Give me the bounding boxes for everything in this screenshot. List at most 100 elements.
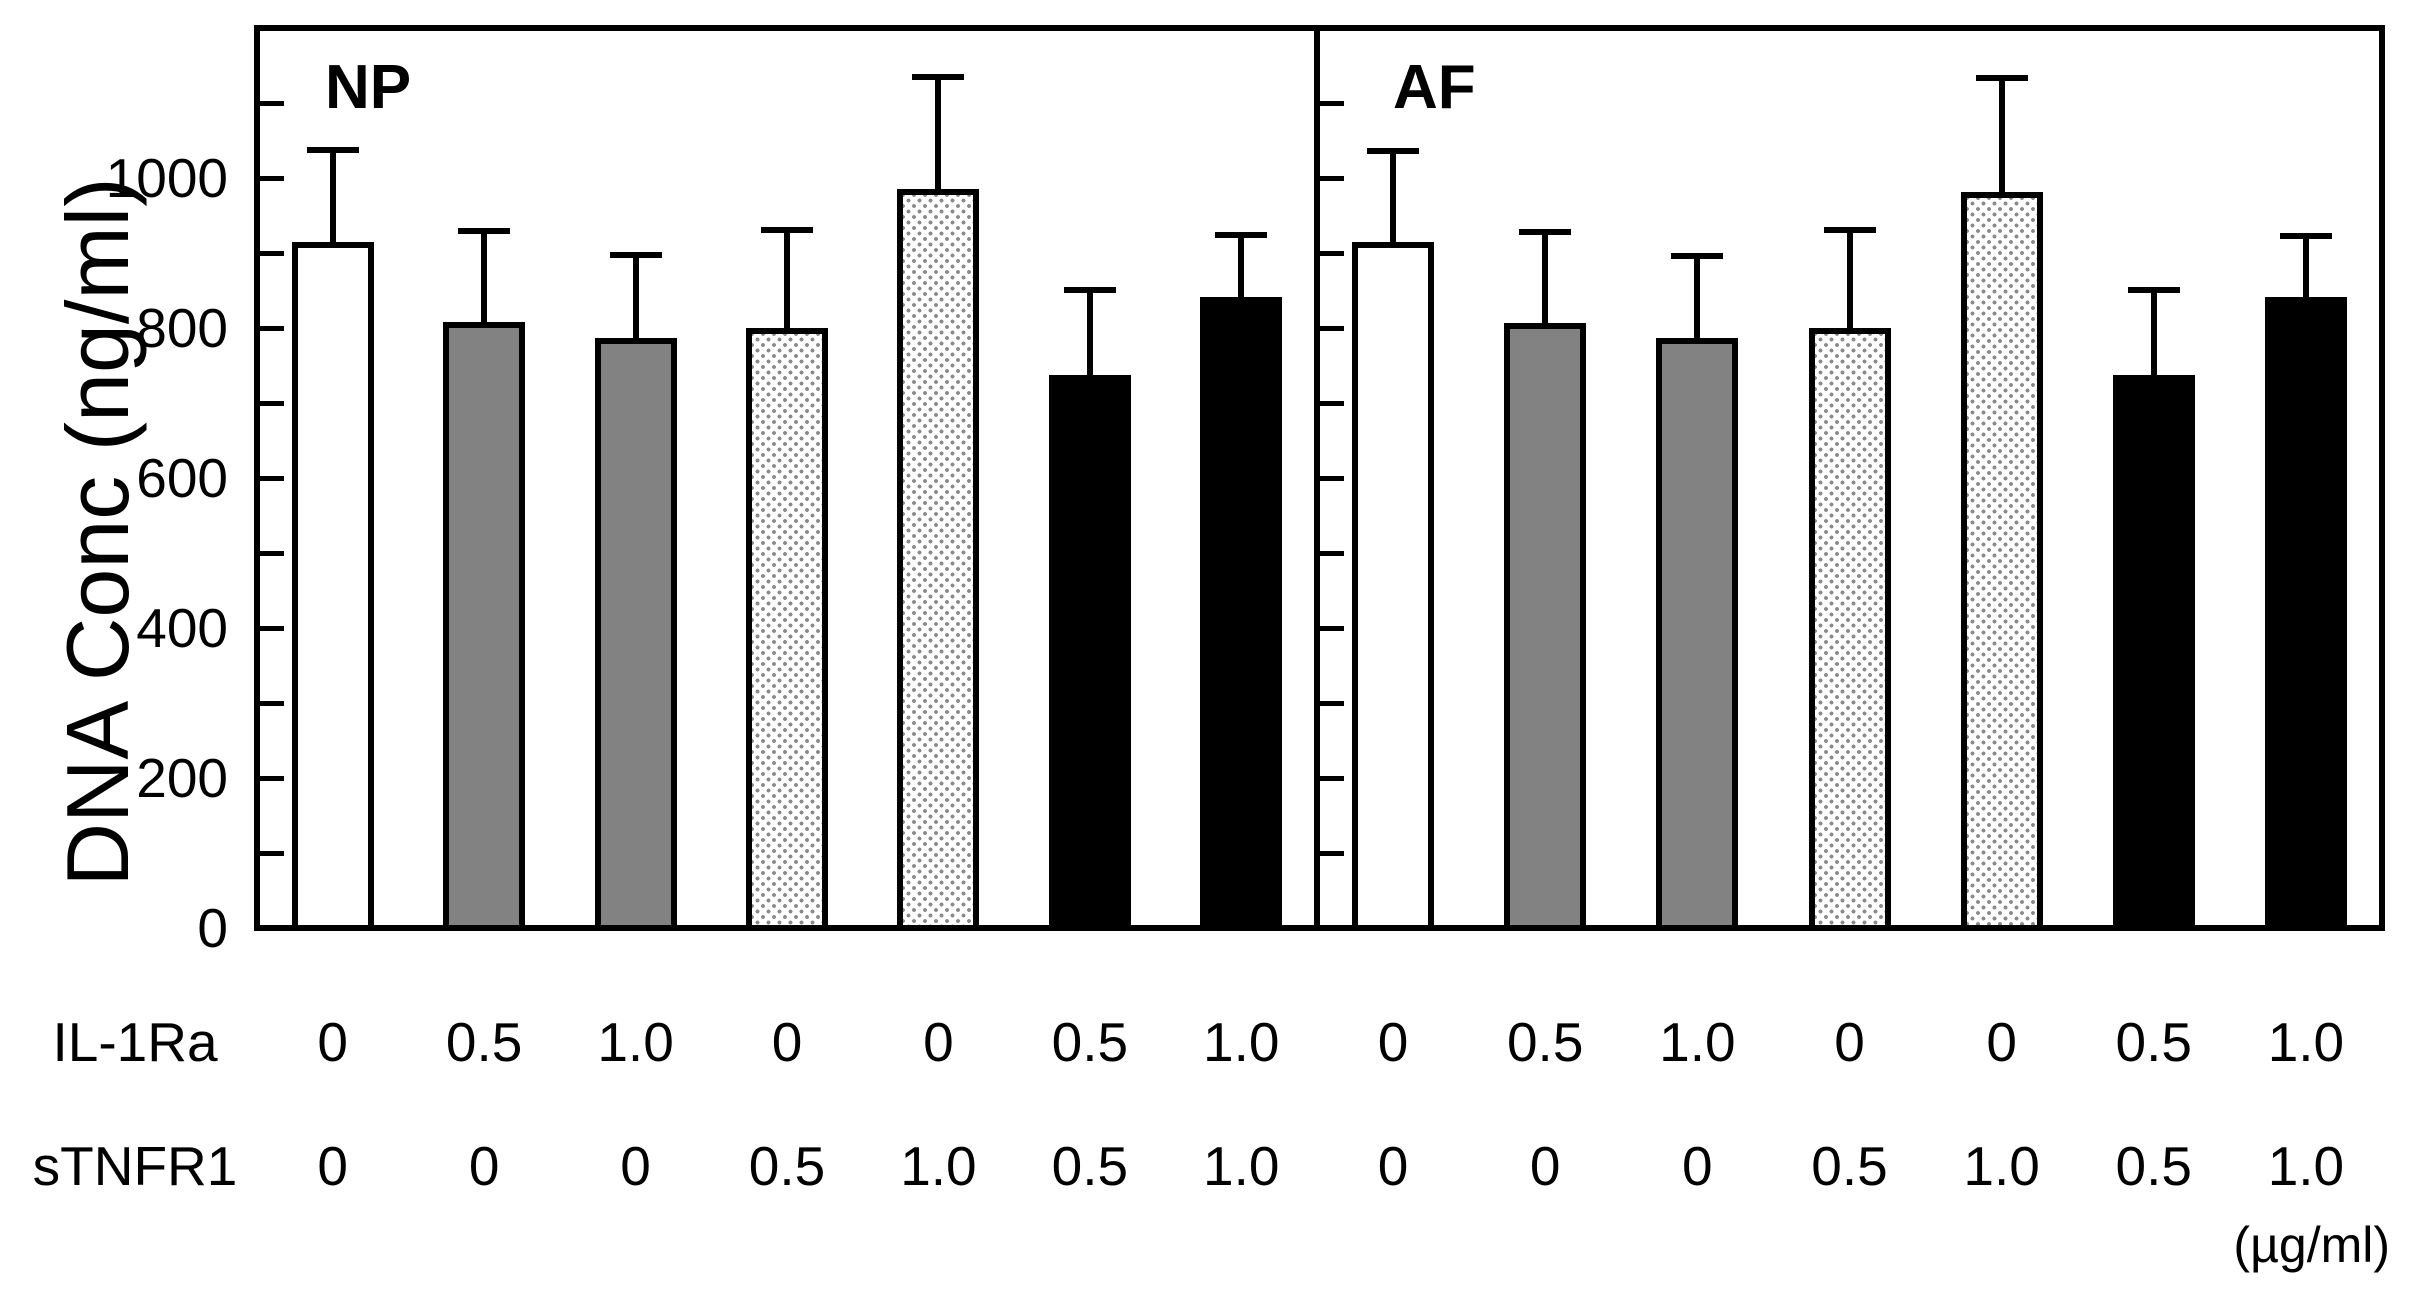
il1ra-value: 0 xyxy=(923,1011,954,1073)
y-tick-label: 600 xyxy=(136,447,228,509)
y-tick xyxy=(1320,250,1344,256)
il1ra-value: 0.5 xyxy=(445,1011,523,1073)
error-bar-cap xyxy=(1367,148,1420,154)
error-bar-cap xyxy=(1519,229,1572,235)
y-tick xyxy=(260,700,284,706)
bar xyxy=(1656,337,1739,931)
stnfr1-value: 0.5 xyxy=(748,1135,826,1197)
error-bar-cap xyxy=(912,73,965,80)
error-bar-stem xyxy=(632,255,639,350)
il1ra-value: 0 xyxy=(1834,1011,1865,1073)
bar xyxy=(746,328,828,931)
bar xyxy=(291,241,374,931)
il1ra-value: 0 xyxy=(1377,1011,1409,1073)
error-bar-cap xyxy=(2279,232,2332,239)
error-bar-stem xyxy=(1846,229,1853,340)
y-tick xyxy=(1320,175,1344,181)
error-bar-cap xyxy=(609,252,662,259)
error-bar-cap xyxy=(306,147,359,154)
error-bar-stem xyxy=(1694,256,1701,350)
error-bar-stem xyxy=(481,230,488,334)
error-bar-cap xyxy=(2127,286,2180,293)
il1ra-value: 1.0 xyxy=(2267,1011,2345,1073)
error-bar-stem xyxy=(2150,289,2157,388)
stnfr1-value: 1.0 xyxy=(900,1135,977,1197)
bar xyxy=(1504,322,1587,931)
il1ra-value: 1.0 xyxy=(597,1011,674,1073)
il1ra-value: 0.5 xyxy=(2115,1011,2193,1073)
error-bar-cap xyxy=(458,227,511,234)
error-bar-stem xyxy=(1998,78,2005,205)
y-tick xyxy=(1320,475,1344,481)
il1ra-value: 0.5 xyxy=(1051,1011,1129,1073)
y-tick xyxy=(1320,625,1344,631)
error-bar-cap xyxy=(1063,286,1116,293)
stnfr1-value: 0 xyxy=(620,1135,651,1197)
y-tick xyxy=(1320,700,1344,706)
error-bar-stem xyxy=(329,150,336,254)
stnfr1-value: 0 xyxy=(1529,1135,1561,1197)
y-tick xyxy=(260,550,284,556)
error-bar-stem xyxy=(1542,232,1549,335)
bar xyxy=(1200,297,1283,931)
bar xyxy=(2112,375,2195,931)
stnfr1-value: 0.5 xyxy=(1051,1135,1129,1197)
y-tick xyxy=(260,475,284,481)
error-bar-cap xyxy=(1823,226,1876,233)
unit-label: (µg/ml) xyxy=(2233,1217,2390,1273)
y-tick xyxy=(1320,550,1344,556)
y-tick xyxy=(1320,850,1344,856)
stnfr1-value: 1.0 xyxy=(2267,1135,2345,1197)
bar xyxy=(1960,192,2043,931)
error-bar-cap xyxy=(761,226,813,233)
y-tick-label: 200 xyxy=(136,747,228,809)
y-tick xyxy=(260,850,284,856)
bar xyxy=(897,189,980,931)
panel-divider-line xyxy=(1314,28,1320,928)
stnfr1-value: 0 xyxy=(1377,1135,1409,1197)
y-axis-title: DNA Conc (ng/ml) xyxy=(48,177,147,887)
bar xyxy=(1808,328,1891,931)
bar xyxy=(2264,297,2347,931)
y-tick-label: 1000 xyxy=(105,147,228,209)
il1ra-value: 0 xyxy=(317,1011,348,1073)
il1ra-value: 0.5 xyxy=(1506,1011,1584,1073)
y-tick xyxy=(260,775,284,781)
error-bar-cap xyxy=(1671,253,1724,259)
row-label-il1ra: IL-1Ra xyxy=(52,1011,218,1073)
error-bar-stem xyxy=(1238,235,1245,310)
il1ra-value: 0 xyxy=(1986,1011,2017,1073)
error-bar-stem xyxy=(935,76,942,202)
y-tick xyxy=(1320,100,1344,106)
stnfr1-value: 1.0 xyxy=(1203,1135,1280,1197)
stnfr1-value: 0 xyxy=(468,1135,500,1197)
stnfr1-value: 0 xyxy=(317,1135,348,1197)
y-tick xyxy=(260,100,284,106)
y-tick xyxy=(1320,325,1344,331)
il1ra-value: 1.0 xyxy=(1659,1011,1736,1073)
panel-title-af: AF xyxy=(1393,53,1476,122)
stnfr1-value: 1.0 xyxy=(1963,1135,2040,1197)
y-tick xyxy=(1320,775,1344,781)
bar xyxy=(1048,375,1131,931)
y-tick xyxy=(1320,400,1344,406)
y-tick xyxy=(260,175,284,181)
bar xyxy=(443,322,526,931)
y-tick-label: 800 xyxy=(136,297,228,359)
y-tick-label: 0 xyxy=(197,897,228,959)
error-bar-cap xyxy=(1975,75,2028,82)
error-bar-stem xyxy=(784,229,790,340)
error-bar-stem xyxy=(1086,289,1093,388)
bar xyxy=(594,337,677,931)
error-bar-cap xyxy=(1215,232,1268,238)
y-tick-label: 400 xyxy=(136,597,228,659)
y-tick xyxy=(260,250,284,256)
il1ra-value: 1.0 xyxy=(1203,1011,1280,1073)
error-bar-stem xyxy=(2302,235,2309,310)
error-bar-stem xyxy=(1390,151,1397,254)
y-tick xyxy=(260,400,284,406)
bar xyxy=(1352,241,1435,931)
panel-title-np: NP xyxy=(325,53,412,122)
stnfr1-value: 0 xyxy=(1682,1135,1713,1197)
